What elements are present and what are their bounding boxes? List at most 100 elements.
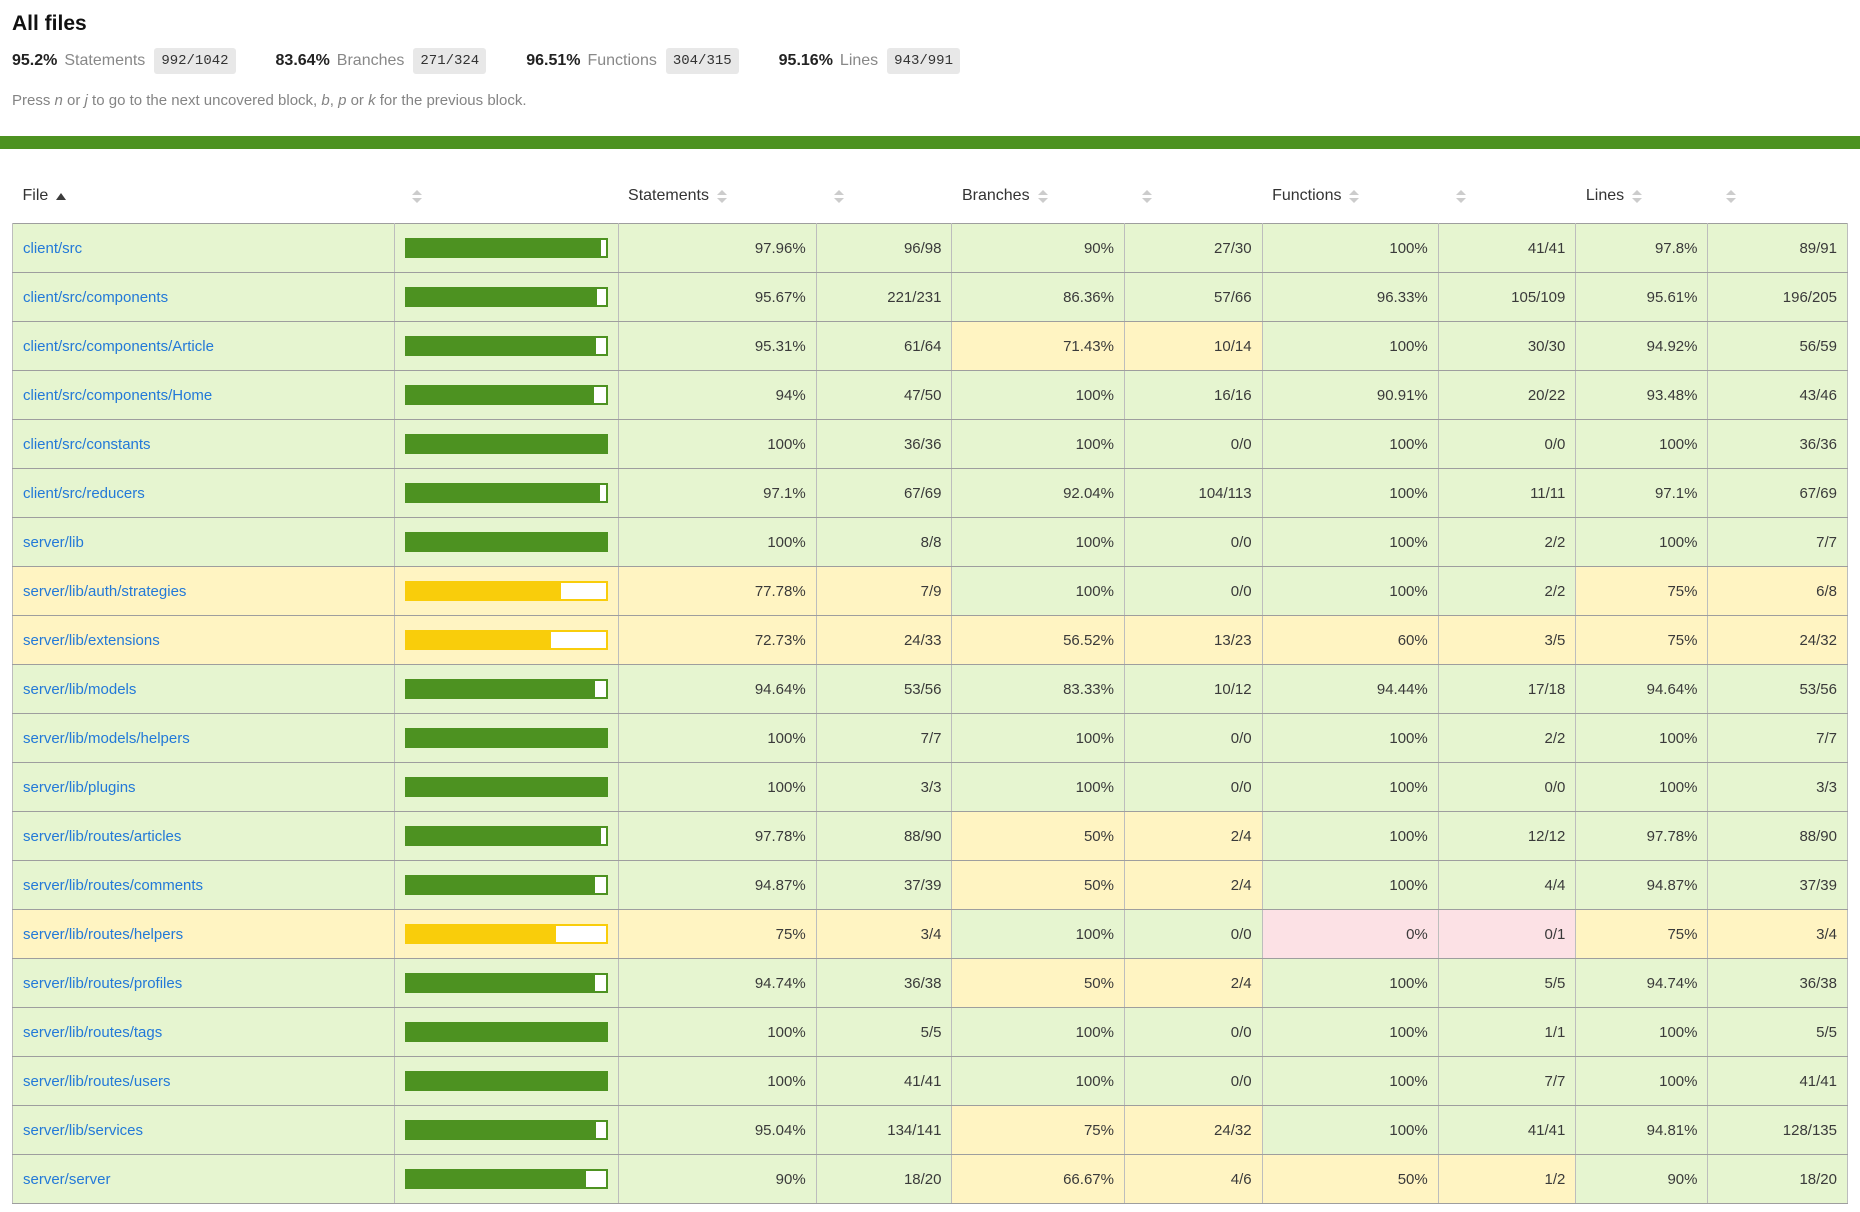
fraction-cell: 0/0: [1123, 909, 1263, 960]
percent-cell: 100%: [617, 517, 817, 568]
column-header-file[interactable]: File: [12, 161, 395, 224]
percent-cell: 77.78%: [617, 566, 817, 617]
file-link[interactable]: server/lib/models/helpers: [23, 729, 190, 747]
sorter-icon[interactable]: [1456, 189, 1467, 203]
fraction-cell: 20/22: [1437, 370, 1577, 421]
hint-text: to go to the next uncovered block,: [87, 92, 322, 109]
percent-cell: 100%: [951, 909, 1125, 960]
fraction-cell: 36/36: [815, 419, 953, 470]
file-link[interactable]: client/src/components/Article: [23, 337, 214, 355]
column-header-sorter[interactable]: [394, 161, 619, 224]
fraction-cell: 2/2: [1437, 517, 1577, 568]
file-link[interactable]: server/lib/routes/tags: [23, 1023, 163, 1041]
sorter-icon[interactable]: [1349, 189, 1360, 203]
file-link[interactable]: server/lib/routes/articles: [23, 827, 182, 845]
column-header-sorter[interactable]: [1124, 161, 1263, 224]
sorter-icon[interactable]: [1725, 189, 1736, 203]
column-header-statements[interactable]: Statements: [618, 161, 817, 224]
table-row: client/src/reducers 97.1% 67/69 92.04% 104/1…: [12, 468, 1848, 519]
percent-cell: 100%: [951, 1056, 1125, 1107]
file-link[interactable]: client/src: [23, 239, 83, 257]
coverage-bar-fill: [406, 681, 595, 698]
column-header-lines[interactable]: Lines: [1575, 161, 1708, 224]
file-link[interactable]: server/lib/models: [23, 680, 137, 698]
file-cell: server/lib/models: [12, 664, 395, 715]
percent-cell: 97.78%: [617, 811, 817, 862]
fraction-cell: 3/4: [815, 909, 953, 960]
table-row: server/lib/auth/strategies 77.78% 7/9 100% 0…: [12, 566, 1848, 617]
percent-cell: 94.92%: [1575, 321, 1709, 372]
coverage-bar-fill: [406, 485, 600, 502]
fraction-cell: 4/6: [1123, 1154, 1263, 1205]
metric-label: Functions: [587, 52, 657, 69]
file-link[interactable]: server/lib/routes/helpers: [23, 925, 184, 943]
sorter-icon[interactable]: [834, 189, 845, 203]
percent-cell: 100%: [1261, 223, 1439, 274]
fraction-cell: 10/14: [1123, 321, 1263, 372]
coverage-table: File Statements Branches Functions Lines cli…: [12, 161, 1848, 1205]
percent-cell: 94.64%: [617, 664, 817, 715]
coverage-bar: [404, 728, 608, 749]
percent-cell: 100%: [1261, 811, 1439, 862]
file-cell: server/lib/routes/profiles: [12, 958, 395, 1009]
sorter-icon[interactable]: [1142, 189, 1153, 203]
table-row: server/lib/models/helpers 100% 7/7 100% 0/0 1…: [12, 713, 1848, 764]
fraction-cell: 67/69: [1707, 468, 1848, 519]
table-row: server/lib/plugins 100% 3/3 100% 0/0 100% 0/0 1…: [12, 762, 1848, 813]
file-link[interactable]: client/src/components/Home: [23, 386, 213, 404]
fraction-cell: 134/141: [815, 1105, 953, 1156]
percent-cell: 90%: [617, 1154, 817, 1205]
report-header: All files 95.2% Statements 992/1042 83.64% B…: [0, 12, 1860, 109]
percent-cell: 90%: [951, 223, 1125, 274]
file-link[interactable]: server/lib: [23, 533, 84, 551]
file-link[interactable]: server/lib/routes/profiles: [23, 974, 183, 992]
column-header-functions[interactable]: Functions: [1262, 161, 1439, 224]
percent-cell: 100%: [951, 370, 1125, 421]
column-header-sorter[interactable]: [1707, 161, 1848, 224]
file-link[interactable]: server/lib/plugins: [23, 778, 136, 796]
file-link[interactable]: client/src/constants: [23, 435, 151, 453]
column-header-branches[interactable]: Branches: [951, 161, 1125, 224]
file-link[interactable]: server/lib/routes/users: [23, 1072, 171, 1090]
sorter-icon[interactable]: [412, 189, 423, 203]
percent-cell: 95.31%: [617, 321, 817, 372]
fraction-cell: 88/90: [1707, 811, 1848, 862]
table-row: server/lib/routes/users 100% 41/41 100% 0/0 1…: [12, 1056, 1848, 1107]
file-link[interactable]: client/src/reducers: [23, 484, 145, 502]
sorter-icon[interactable]: [1632, 189, 1643, 203]
file-cell: server/lib/models/helpers: [12, 713, 395, 764]
fraction-cell: 5/5: [1707, 1007, 1848, 1058]
percent-cell: 0%: [1261, 909, 1439, 960]
metric-fraction: 271/324: [413, 48, 487, 74]
file-link[interactable]: client/src/components: [23, 288, 169, 306]
coverage-bar: [404, 973, 608, 994]
file-link[interactable]: server/server: [23, 1170, 111, 1188]
fraction-cell: 57/66: [1123, 272, 1263, 323]
file-link[interactable]: server/lib/auth/strategies: [23, 582, 187, 600]
summary-metric: 96.51% Functions 304/315: [526, 48, 739, 74]
shortcut-key: p: [338, 92, 347, 109]
fraction-cell: 7/7: [1707, 713, 1848, 764]
fraction-cell: 221/231: [815, 272, 953, 323]
coverage-bar-cell: [393, 664, 619, 715]
percent-cell: 56.52%: [951, 615, 1125, 666]
percent-cell: 94%: [617, 370, 817, 421]
shortcut-key: b: [321, 92, 330, 109]
file-link[interactable]: server/lib/extensions: [23, 631, 160, 649]
percent-cell: 94.87%: [1575, 860, 1709, 911]
table-row: server/lib/routes/comments 94.87% 37/39 50%…: [12, 860, 1848, 911]
sorter-icon[interactable]: [1037, 189, 1048, 203]
file-cell: server/lib/routes/users: [12, 1056, 395, 1107]
file-link[interactable]: server/lib/services: [23, 1121, 144, 1139]
percent-cell: 71.43%: [951, 321, 1125, 372]
column-header-sorter[interactable]: [1438, 161, 1576, 224]
metric-percent: 95.16%: [778, 52, 833, 69]
sorter-icon[interactable]: [716, 189, 727, 203]
metric-fraction: 304/315: [665, 48, 739, 74]
column-header-sorter[interactable]: [816, 161, 952, 224]
fraction-cell: 61/64: [815, 321, 953, 372]
file-link[interactable]: server/lib/routes/comments: [23, 876, 204, 894]
percent-cell: 72.73%: [617, 615, 817, 666]
table-row: client/src 97.96% 96/98 90% 27/30 100% 41/41 97…: [12, 223, 1848, 274]
coverage-bar-fill: [406, 1024, 606, 1041]
